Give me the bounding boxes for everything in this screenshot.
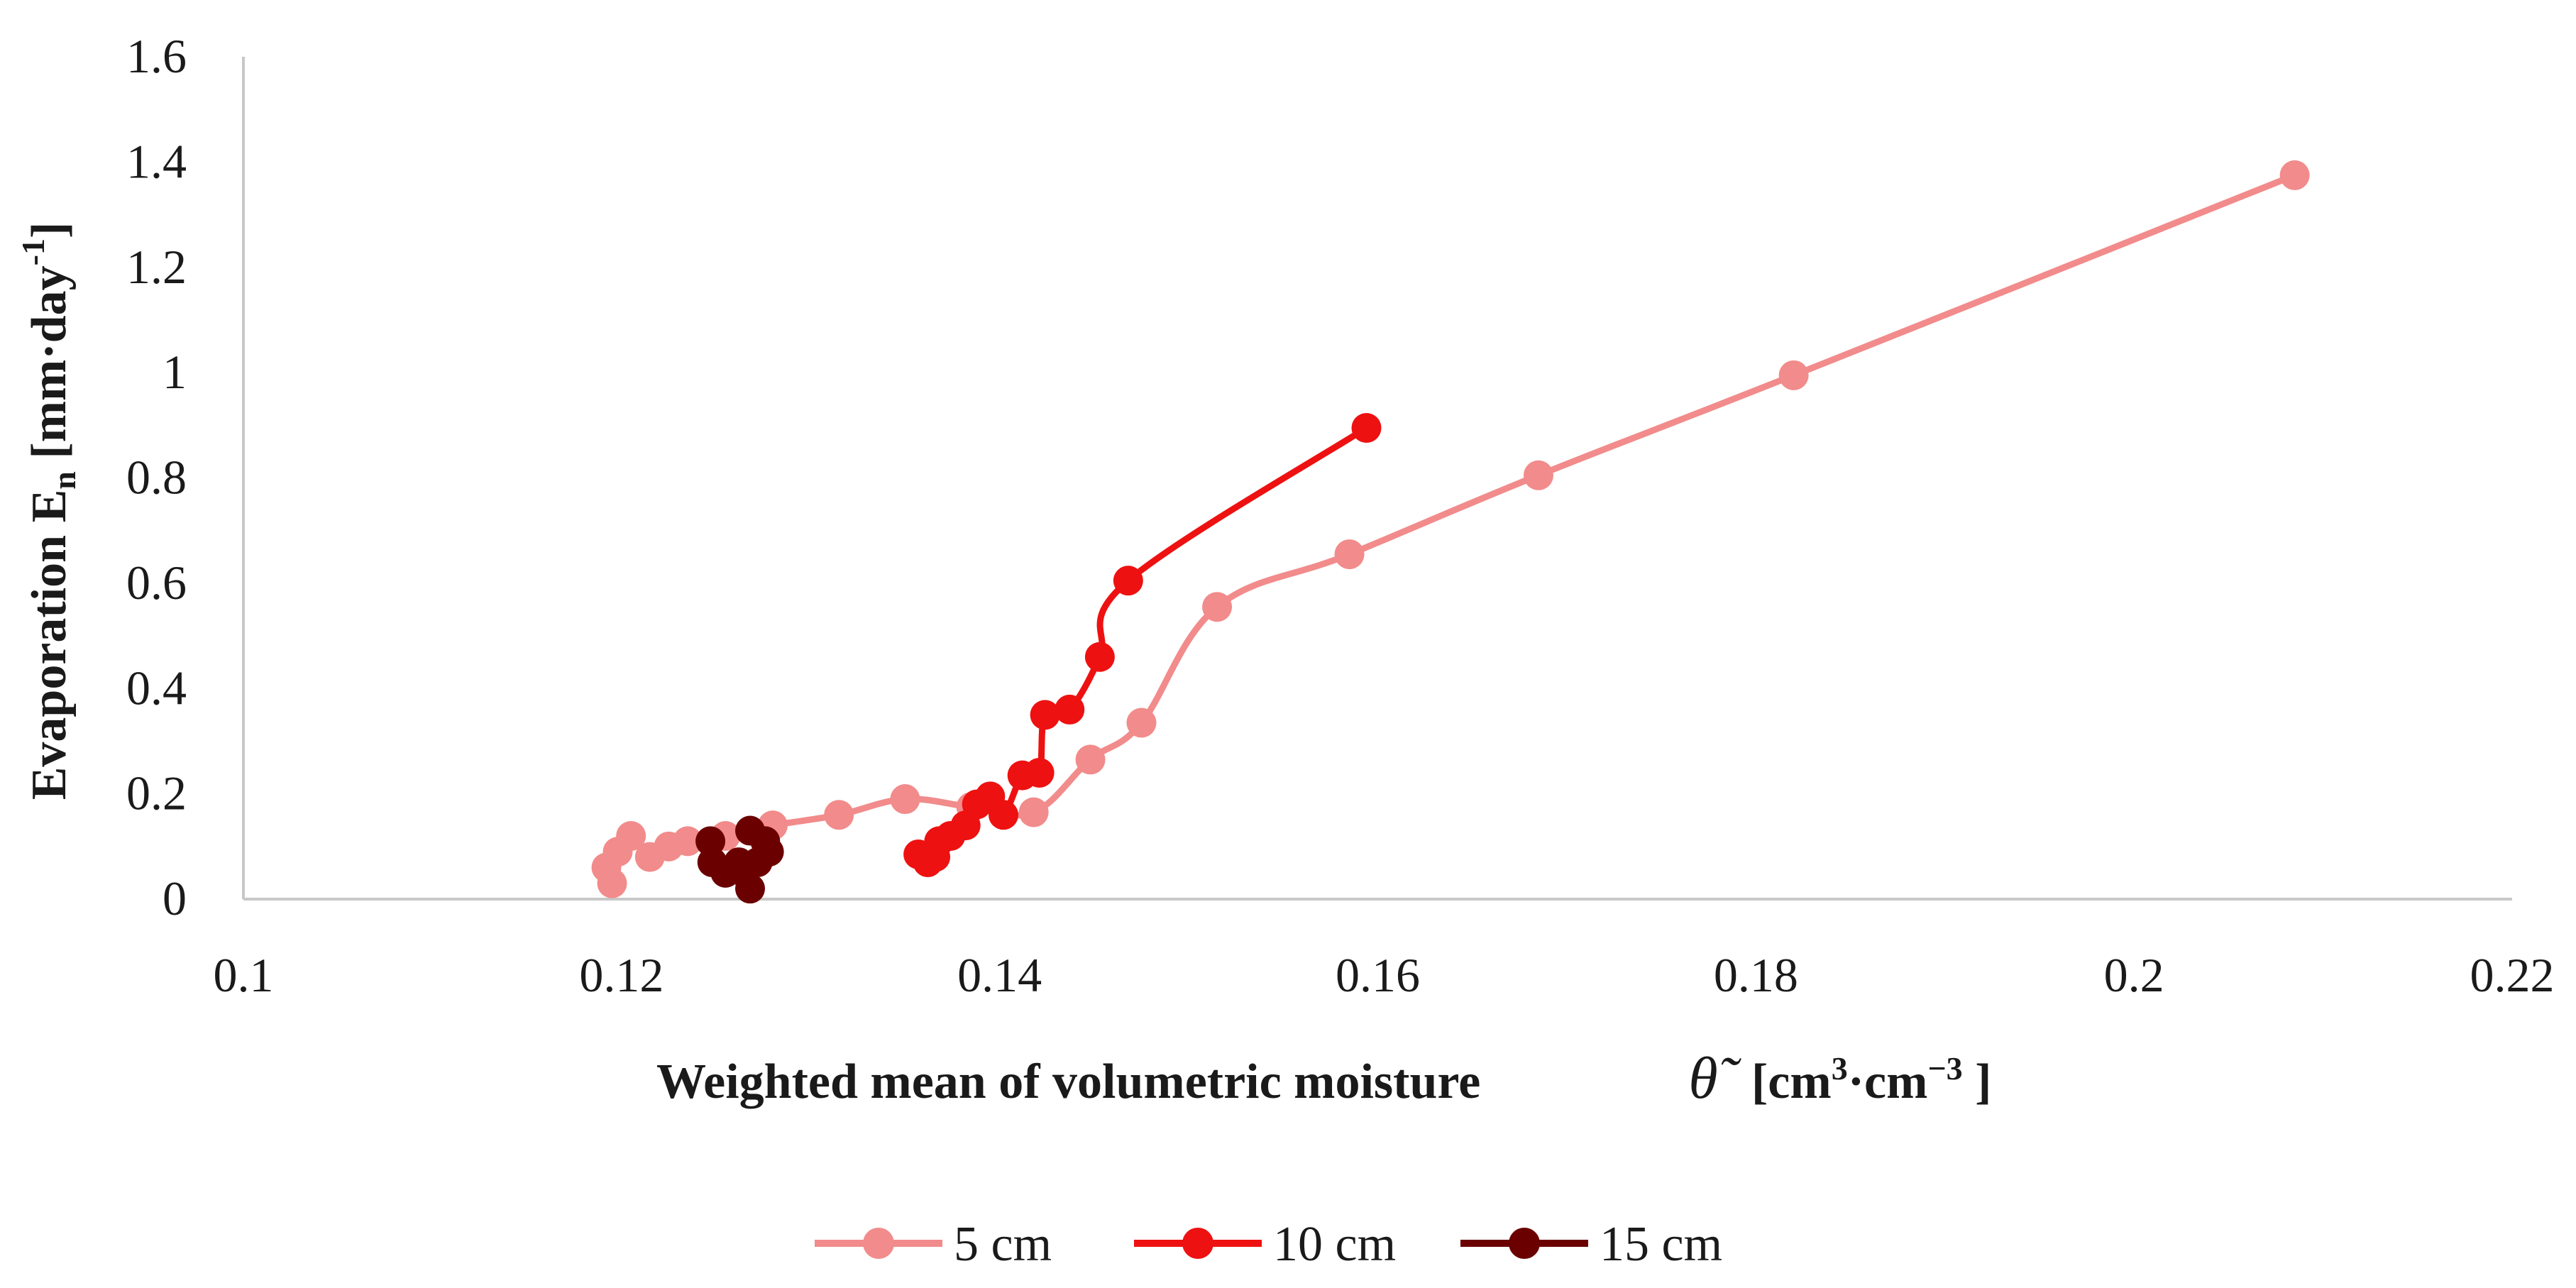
y-tick-label: 0.8	[126, 451, 187, 505]
data-point	[695, 826, 726, 857]
x-tick-label: 0.16	[1336, 948, 1420, 1002]
x-axis-title: Weighted mean of volumetric moisture	[656, 1055, 1480, 1109]
x-tick-label: 0.22	[2470, 948, 2555, 1002]
y-tick-label: 1.6	[126, 29, 187, 83]
legend-item: 15 cm	[1460, 1217, 1722, 1272]
x-axis-theta-symbol: θ̃	[1688, 1045, 1741, 1111]
data-point	[1075, 744, 1106, 775]
y-tick-label: 0	[163, 871, 187, 925]
legend-label: 10 cm	[1273, 1217, 1396, 1272]
series-layer	[591, 160, 2310, 904]
data-point	[920, 842, 951, 872]
data-point	[1055, 694, 1085, 725]
y-axis-title: Evaporation En [mm·day-1]	[15, 222, 82, 800]
x-axis-unit: [cm3·cm−3 ]	[1751, 1050, 1991, 1109]
axes	[242, 57, 2512, 901]
legend-marker	[1509, 1228, 1540, 1259]
x-tick-label: 0.2	[2104, 948, 2164, 1002]
y-tick-label: 0.6	[126, 556, 187, 610]
data-point	[824, 800, 854, 830]
data-point	[890, 784, 920, 815]
data-point	[1030, 700, 1060, 730]
series-5-cm	[591, 160, 2310, 898]
x-tick-label: 0.18	[1714, 948, 1798, 1002]
legend-label: 15 cm	[1600, 1217, 1722, 1272]
legend-marker	[863, 1228, 894, 1259]
data-point	[1778, 360, 1809, 390]
y-tick-label: 1	[163, 345, 187, 399]
legend-item: 5 cm	[815, 1217, 1052, 1272]
y-tick-label: 1.2	[126, 240, 187, 294]
legend-label: 5 cm	[954, 1217, 1052, 1272]
data-point	[597, 868, 627, 898]
data-point	[2279, 160, 2310, 190]
x-tick-label: 0.12	[579, 948, 664, 1002]
tick-labels: 0.1 0.12 0.14 0.16 0.18 0.2 0.22 0 0.2 0.4 0.6 0.8 1…	[126, 29, 2555, 1002]
series-line	[602, 172, 2299, 887]
data-point	[1351, 413, 1382, 444]
series-10-cm	[903, 413, 1382, 878]
data-point	[734, 874, 765, 904]
data-point	[634, 842, 665, 872]
y-tick-label: 0.4	[126, 661, 187, 715]
data-point	[1523, 460, 1553, 490]
y-tick-label: 0.2	[126, 766, 187, 820]
legend-marker	[1182, 1228, 1213, 1259]
data-point	[1018, 797, 1049, 827]
data-point	[1007, 760, 1037, 791]
data-point	[1113, 566, 1143, 596]
data-point	[1126, 708, 1157, 738]
y-tick-label: 1.4	[126, 134, 187, 188]
data-point	[1084, 642, 1115, 672]
legend-item: 10 cm	[1134, 1217, 1396, 1272]
legend: 5 cm 10 cm 15 cm	[815, 1217, 1722, 1272]
series-15-cm	[695, 815, 784, 904]
data-point	[1202, 592, 1233, 622]
x-tick-label: 0.14	[957, 948, 1042, 1002]
x-tick-label: 0.1	[214, 948, 274, 1002]
data-point	[1334, 539, 1365, 570]
